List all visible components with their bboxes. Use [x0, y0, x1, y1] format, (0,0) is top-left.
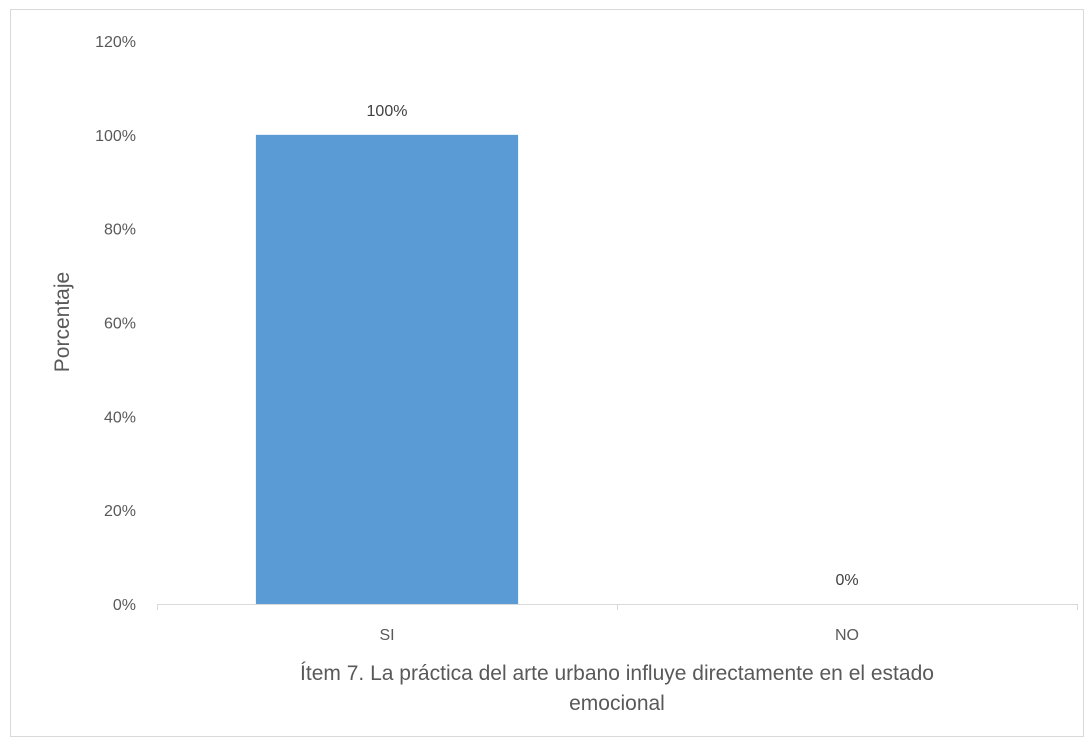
y-tick-label: 60%: [104, 316, 136, 333]
y-axis-title: Porcentaje: [51, 272, 74, 372]
data-label: 0%: [835, 572, 858, 589]
y-axis-ticks: 0% 20% 40% 60% 80% 100% 120%: [95, 34, 136, 614]
y-tick-label: 100%: [95, 128, 136, 145]
y-tick-label: 20%: [104, 503, 136, 520]
y-tick-label: 0%: [113, 597, 136, 614]
x-category-label: SI: [379, 627, 394, 644]
y-tick-label: 120%: [95, 34, 136, 51]
data-labels: 100% 0%: [367, 103, 859, 589]
bars: [255, 134, 519, 605]
x-axis-category-labels: SI NO: [379, 627, 859, 644]
x-category-label: NO: [835, 627, 859, 644]
y-tick-label: 40%: [104, 409, 136, 426]
y-tick-label: 80%: [104, 222, 136, 239]
data-label: 100%: [367, 103, 408, 120]
chart-frame: [10, 9, 1084, 737]
bar-si: [255, 134, 519, 605]
x-axis-title-line-1: Ítem 7. La práctica del arte urbano infl…: [300, 662, 934, 685]
x-axis-title-line-2: emocional: [569, 692, 665, 715]
x-axis-ticks: [157, 604, 1078, 610]
